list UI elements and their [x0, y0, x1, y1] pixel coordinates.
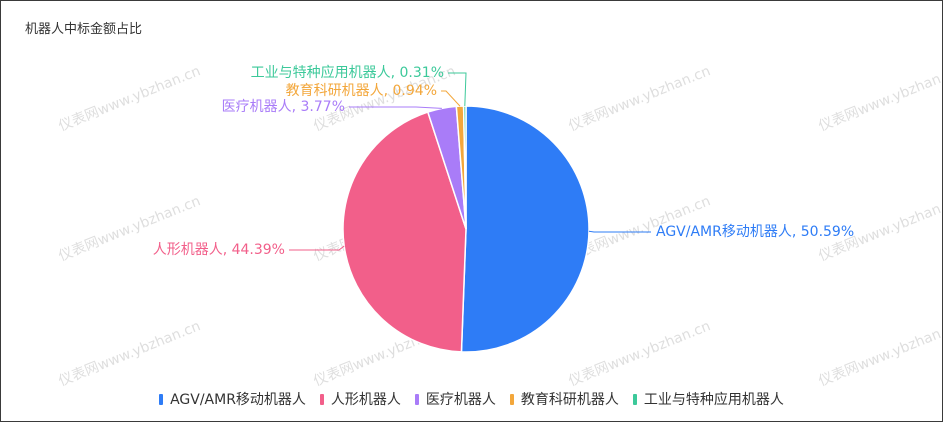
legend-item-education[interactable]: 教育科研机器人	[509, 389, 619, 409]
legend-label: 教育科研机器人	[520, 392, 619, 408]
label-line-humanoid	[289, 245, 345, 251]
legend-item-agv-amr[interactable]: AGV/AMR移动机器人	[159, 389, 306, 409]
slice-label-medical: 医疗机器人, 3.77%	[222, 99, 345, 115]
watermark-text: 仪表网www.ybzhan.cn	[57, 63, 203, 135]
legend-swatch	[319, 393, 324, 405]
legend-label: 工业与特种应用机器人	[643, 392, 784, 408]
watermark-text: 仪表网www.ybzhan.cn	[567, 318, 713, 390]
slice-label-industrial: 工业与特种应用机器人, 0.31%	[251, 64, 444, 81]
legend-swatch	[159, 393, 164, 405]
label-line-education	[441, 90, 461, 107]
pie-slice-agv-amr[interactable]	[460, 105, 590, 353]
label-line-agv-amr	[588, 230, 651, 233]
watermark-text: 仪表网www.ybzhan.cn	[817, 318, 942, 390]
legend-item-humanoid[interactable]: 人形机器人	[319, 389, 401, 409]
watermark-text: 仪表网www.ybzhan.cn	[57, 318, 203, 390]
slice-label-humanoid: 人形机器人, 44.39%	[153, 242, 285, 258]
legend-label: 医疗机器人	[425, 392, 496, 408]
slice-label-agv-amr: AGV/AMR移动机器人, 50.59%	[656, 224, 854, 240]
legend-label: AGV/AMR移动机器人	[170, 392, 306, 408]
legend-label: 人形机器人	[330, 392, 401, 408]
slice-label-education: 教育科研机器人, 0.94%	[286, 83, 437, 99]
legend-item-industrial[interactable]: 工业与特种应用机器人	[632, 389, 784, 409]
watermark-text: 仪表网www.ybzhan.cn	[817, 63, 942, 135]
watermark-text: 仪表网www.ybzhan.cn	[567, 63, 713, 135]
label-line-industrial	[448, 72, 467, 107]
legend-swatch	[632, 393, 637, 405]
legend-item-medical[interactable]: 医疗机器人	[414, 389, 496, 409]
legend: AGV/AMR移动机器人 人形机器人 医疗机器人 教育科研机器人 工业与特种应用机器人	[1, 389, 942, 409]
pie-slice-humanoid[interactable]	[342, 111, 467, 353]
legend-swatch	[414, 393, 419, 405]
legend-swatch	[509, 393, 514, 405]
label-line-medical	[349, 106, 442, 109]
chart-title: 机器人中标金额占比	[25, 22, 143, 37]
